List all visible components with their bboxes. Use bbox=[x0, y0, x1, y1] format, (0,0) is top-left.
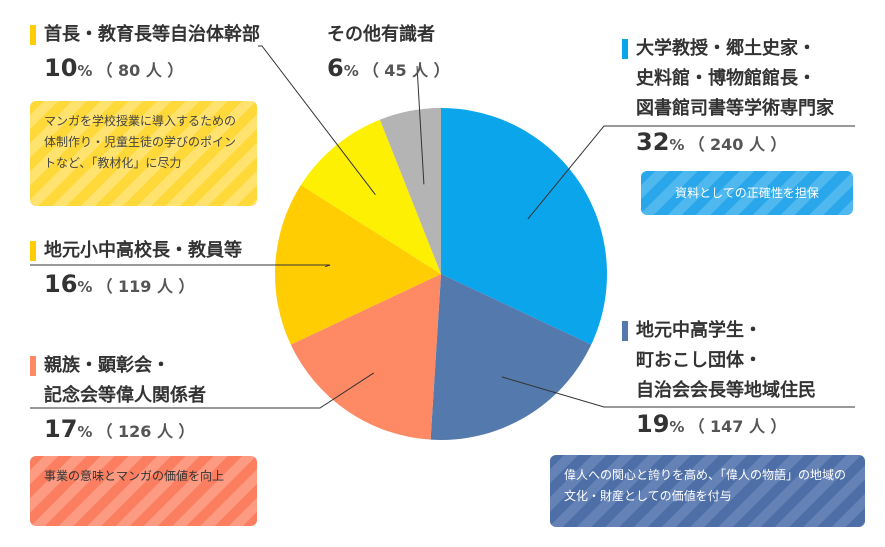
label-municipal-executives: 首長・教育長等自治体幹部 10% （ 80 人 ） bbox=[30, 22, 260, 82]
leader-line bbox=[527, 125, 855, 220]
label-line: 大学教授・郷土史家・ bbox=[636, 38, 816, 59]
leader-line bbox=[501, 376, 855, 408]
leader-line bbox=[258, 45, 376, 196]
label-line: 親族・顕彰会・ bbox=[44, 355, 170, 376]
percent-value: 6 bbox=[327, 54, 344, 82]
label-other-experts: その他有識者 6% （ 45 人 ） bbox=[327, 22, 450, 82]
legend-bar bbox=[30, 241, 36, 261]
count-value: （ 147 人 ） bbox=[688, 417, 787, 436]
leader-lines bbox=[30, 45, 855, 409]
pie-slice bbox=[441, 108, 607, 345]
legend-bar bbox=[622, 39, 628, 59]
label-line: 地元中高学生・ bbox=[636, 320, 762, 341]
pie-slice bbox=[274, 185, 441, 345]
count-value: （ 119 人 ） bbox=[96, 277, 195, 296]
legend-bar bbox=[30, 25, 36, 45]
label-relatives: 親族・顕彰会・ 記念会等偉人関係者 17% （ 126 人 ） bbox=[30, 353, 206, 443]
percent-value: 16 bbox=[44, 270, 78, 298]
percent-unit: % bbox=[77, 423, 93, 441]
pie-slice bbox=[290, 274, 441, 440]
label-local-residents: 地元中高学生・ 町おこし団体・ 自治会会長等地域住民 19% （ 147 人 ） bbox=[622, 318, 816, 438]
percent-unit: % bbox=[669, 418, 685, 436]
label-line: 史料館・博物館館長・ bbox=[636, 68, 816, 89]
percent-unit: % bbox=[77, 62, 93, 80]
pie-slices bbox=[274, 108, 607, 440]
count-value: （ 126 人 ） bbox=[96, 422, 195, 441]
percent-unit: % bbox=[77, 278, 93, 296]
pie-slice bbox=[300, 119, 441, 274]
count-value: （ 80 人 ） bbox=[96, 61, 184, 80]
note-relatives: 事業の意味とマンガの価値を向上 bbox=[30, 456, 257, 526]
percent-unit: % bbox=[343, 62, 359, 80]
legend-bar bbox=[622, 321, 628, 341]
note-local-residents: 偉人への関心と誇りを高め、「偉人の物語」の地域の文化・財産としての価値を付与 bbox=[550, 455, 865, 527]
percent-value: 17 bbox=[44, 415, 78, 443]
label-academics: 大学教授・郷土史家・ 史料館・博物館館長・ 図書館司書等学術専門家 32% （ 2… bbox=[622, 36, 834, 156]
pie-slice bbox=[430, 274, 592, 440]
label-teachers: 地元小中高校長・教員等 16% （ 119 人 ） bbox=[30, 238, 242, 298]
label-line: 図書館司書等学術専門家 bbox=[636, 98, 834, 119]
note-municipal-executives: マンガを学校授業に導入するための体制作り・児童生徒の学びのポイントなど、「教材化… bbox=[30, 101, 257, 206]
percent-value: 19 bbox=[636, 410, 670, 438]
count-value: （ 45 人 ） bbox=[362, 61, 450, 80]
leader-line bbox=[30, 372, 375, 409]
pie-slice bbox=[379, 108, 441, 274]
label-line: 自治会会長等地域住民 bbox=[636, 380, 816, 401]
label-line: その他有識者 bbox=[327, 24, 435, 45]
leader-line bbox=[416, 65, 425, 185]
label-line: 首長・教育長等自治体幹部 bbox=[44, 24, 260, 45]
label-line: 町おこし団体・ bbox=[636, 350, 762, 371]
percent-unit: % bbox=[669, 136, 685, 154]
legend-bar bbox=[30, 356, 36, 376]
count-value: （ 240 人 ） bbox=[688, 135, 787, 154]
label-line: 記念会等偉人関係者 bbox=[44, 385, 206, 406]
leader-line bbox=[30, 264, 331, 268]
percent-value: 32 bbox=[636, 128, 670, 156]
percent-value: 10 bbox=[44, 54, 78, 82]
note-academics: 資料としての正確性を担保 bbox=[641, 171, 853, 215]
label-line: 地元小中高校長・教員等 bbox=[44, 240, 242, 261]
